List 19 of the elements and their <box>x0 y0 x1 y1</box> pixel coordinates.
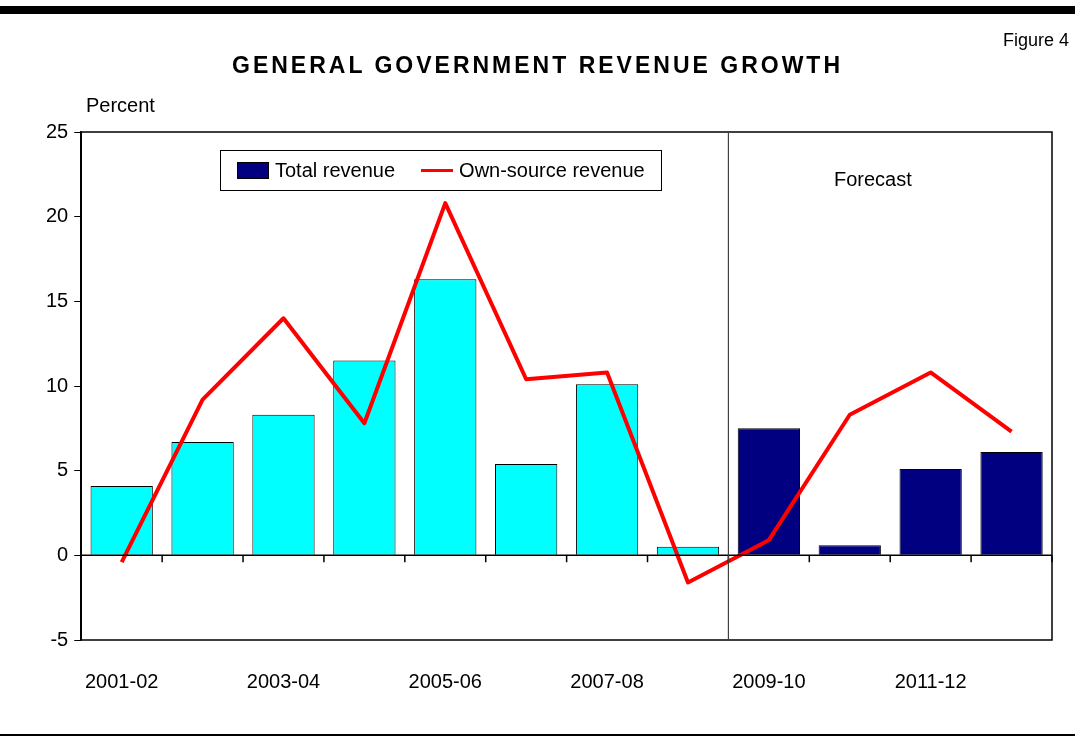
y-tick-label: 20 <box>46 204 69 227</box>
legend-label: Own-source revenue <box>459 159 645 182</box>
y-tick-label: 15 <box>46 288 69 311</box>
x-tick-label: 2011-12 <box>894 669 967 692</box>
y-axis-title: Percent <box>86 94 155 117</box>
y-tick-label: 0 <box>57 542 69 565</box>
chart-title: GENERAL GOVERNMENT REVENUE GROWTH <box>231 52 844 79</box>
x-tick-label: 2007-08 <box>570 669 644 692</box>
annotation: Forecast <box>834 168 912 191</box>
y-tick-label: -5 <box>50 627 69 650</box>
caption: Figure 4 <box>1002 30 1069 51</box>
x-tick-label: 2003-04 <box>246 669 321 692</box>
x-tick-label: 2009-10 <box>732 669 806 692</box>
x-tick-label: 2001-02 <box>84 669 159 692</box>
x-tick-label: 2005-06 <box>408 669 482 692</box>
y-tick-label: 25 <box>46 119 69 142</box>
y-tick-label: 5 <box>57 458 69 481</box>
legend-label: Total revenue <box>275 159 396 182</box>
y-tick-label: 10 <box>46 373 69 396</box>
